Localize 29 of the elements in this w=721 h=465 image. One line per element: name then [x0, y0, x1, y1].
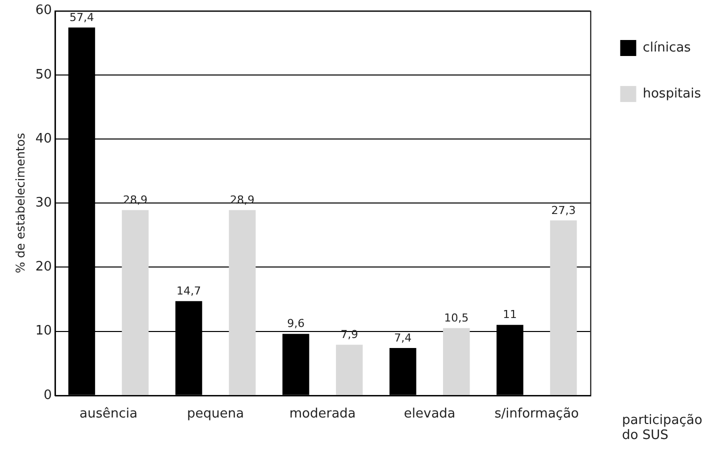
bar [122, 210, 149, 395]
x-tick-label: ausência [79, 406, 138, 422]
bar [336, 344, 363, 395]
bar [550, 220, 577, 395]
y-axis-title: % de estabelecimentos [13, 132, 28, 274]
data-label: 14,7 [176, 284, 202, 298]
data-label: 7,9 [340, 328, 358, 342]
data-label: 57,4 [69, 10, 94, 24]
y-tick-label: 60 [35, 3, 52, 18]
x-axis-title: participação do SUS [622, 413, 704, 443]
data-label: 9,6 [287, 317, 305, 330]
data-label: 11 [502, 308, 517, 322]
data-label: 27,3 [551, 204, 576, 217]
x-tick-label: moderada [289, 406, 356, 422]
y-tick-label: 10 [35, 324, 52, 339]
legend-label: clínicas [642, 40, 692, 56]
data-label: 10,5 [444, 311, 469, 324]
y-tick-label: 0 [44, 388, 52, 403]
y-tick-label: 20 [35, 260, 52, 275]
y-tick-label: 30 [35, 195, 52, 210]
data-label: 7,4 [394, 331, 412, 344]
x-tick-label: pequena [187, 406, 244, 422]
x-tick-label: s/informação [494, 406, 579, 422]
bar [228, 210, 256, 395]
x-tick-label: elevada [404, 406, 456, 422]
y-tick-label: 50 [35, 67, 52, 82]
y-tick-label: 40 [35, 131, 52, 146]
legend-label: hospitais [642, 86, 702, 102]
bar [443, 328, 470, 395]
